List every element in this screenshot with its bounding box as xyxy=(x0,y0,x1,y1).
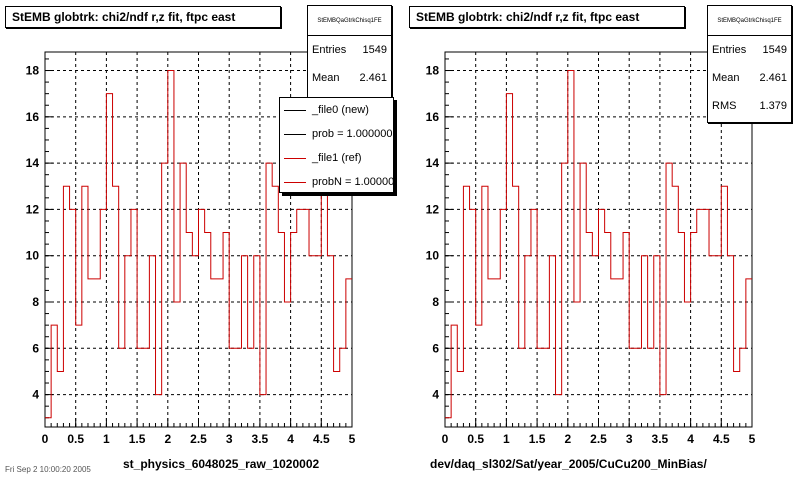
x-tick-label: 0.5 xyxy=(67,432,84,446)
histogram-plot-right: 4 6 8 10 12 14 16 18 0 0.5 1 1.5 2 2.5 3 3.5 4 4.5 5 xyxy=(426,51,756,446)
stats-mean-row: Mean 2.461 xyxy=(308,64,391,92)
legend-entry-file1: _file1 (ref) xyxy=(280,146,362,170)
y-tick-label: 16 xyxy=(26,110,40,124)
stats-histogram-name: StEMBQaGtrkChisq1FE xyxy=(308,6,391,36)
stats-entries-row: Entries 1549 xyxy=(708,36,791,64)
legend-line-black xyxy=(284,109,306,111)
histogram-series-line xyxy=(45,70,352,419)
y-tick-label: 4 xyxy=(432,388,439,402)
histogram-title: StEMB globtrk: chi2/ndf r,z fit, ftpc ea… xyxy=(5,6,281,28)
histogram-series-line xyxy=(445,70,752,419)
legend-label: prob = 1.000000 xyxy=(312,128,393,140)
stats-entries-label: Entries xyxy=(312,44,347,56)
y-tick-label: 10 xyxy=(426,249,440,263)
x-tick-label: 3.5 xyxy=(652,432,669,446)
y-tick-label: 4 xyxy=(32,388,39,402)
x-tick-label: 1.5 xyxy=(129,432,146,446)
stats-mean-row: Mean 2.461 xyxy=(708,64,791,92)
y-tick-label: 14 xyxy=(26,156,40,170)
y-tick-label: 14 xyxy=(426,156,440,170)
y-tick-label: 18 xyxy=(26,64,40,78)
stats-box: StEMBQaGtrkChisq1FE Entries 1549 Mean 2.… xyxy=(707,5,792,123)
stats-entries-label: Entries xyxy=(712,44,747,56)
x-tick-label: 3 xyxy=(626,432,633,446)
x-tick-label: 4 xyxy=(287,432,294,446)
y-tick-label: 16 xyxy=(426,110,440,124)
y-tick-label: 10 xyxy=(26,249,40,263)
x-tick-label: 3 xyxy=(226,432,233,446)
stats-mean-value: 2.461 xyxy=(759,72,787,84)
stats-mean-value: 2.461 xyxy=(359,72,387,84)
x-tick-label: 5 xyxy=(749,432,756,446)
stats-mean-label: Mean xyxy=(712,72,740,84)
histogram-plot-left: 4 6 8 10 12 14 16 18 0 0.5 1 1.5 2 2.5 3 3.5 4 4.5 5 xyxy=(26,51,356,446)
x-tick-label: 1 xyxy=(503,432,510,446)
x-axis-title: dev/daq_sl302/Sat/year_2005/CuCu200_MinB… xyxy=(430,457,707,471)
histogram-title: StEMB globtrk: chi2/ndf r,z fit, ftpc ea… xyxy=(409,6,685,28)
stats-histogram-name: StEMBQaGtrkChisq1FE xyxy=(708,6,791,36)
legend-entry-probn: probN = 1.000000 xyxy=(280,170,394,192)
x-tick-label: 2.5 xyxy=(590,432,607,446)
x-tick-label: 2 xyxy=(164,432,171,446)
stats-entries-value: 1549 xyxy=(762,44,787,56)
x-tick-label: 4 xyxy=(687,432,694,446)
y-tick-label: 8 xyxy=(432,295,439,309)
legend-label: _file0 (new) xyxy=(312,104,369,116)
x-tick-label: 0.5 xyxy=(467,432,484,446)
histogram-pad-left: 4 6 8 10 12 14 16 18 0 0.5 1 1.5 2 2.5 3 3.5 4 4.5 5 StEMB… xyxy=(0,0,400,471)
y-tick-label: 6 xyxy=(432,341,439,355)
x-tick-label: 0 xyxy=(42,432,49,446)
histogram-pad-right: 4 6 8 10 12 14 16 18 0 0.5 1 1.5 2 2.5 3 3.5 4 4.5 5 StEMB… xyxy=(400,0,800,471)
y-tick-label: 8 xyxy=(32,295,39,309)
x-tick-label: 4.5 xyxy=(313,432,330,446)
y-tick-label: 6 xyxy=(32,341,39,355)
x-tick-label: 1 xyxy=(103,432,110,446)
x-tick-label: 3.5 xyxy=(252,432,269,446)
stats-entries-value: 1549 xyxy=(362,44,387,56)
x-tick-label: 4.5 xyxy=(713,432,730,446)
stats-rms-label: RMS xyxy=(712,100,737,112)
y-tick-label: 18 xyxy=(426,64,440,78)
x-tick-label: 5 xyxy=(349,432,356,446)
legend-label: _file1 (ref) xyxy=(312,152,362,164)
legend-label: probN = 1.000000 xyxy=(312,176,394,188)
legend: _file0 (new) prob = 1.000000 _file1 (ref… xyxy=(279,97,394,193)
x-axis-title: st_physics_6048025_raw_1020002 xyxy=(123,457,320,471)
stats-rms-value: 1.379 xyxy=(759,100,787,112)
stats-rms-row: RMS 1.379 xyxy=(708,92,791,120)
x-tick-label: 1.5 xyxy=(529,432,546,446)
stats-entries-row: Entries 1549 xyxy=(308,36,391,64)
legend-line-black xyxy=(284,133,306,135)
y-tick-label: 12 xyxy=(426,202,440,216)
legend-entry-file0: _file0 (new) xyxy=(280,98,369,122)
footer-timestamp: Fri Sep 2 10:00:20 2005 xyxy=(5,465,91,474)
x-tick-label: 2 xyxy=(564,432,571,446)
stats-mean-label: Mean xyxy=(312,72,340,84)
legend-line-red xyxy=(284,157,306,159)
y-tick-label: 12 xyxy=(26,202,40,216)
x-tick-label: 2.5 xyxy=(190,432,207,446)
legend-line-red xyxy=(284,181,306,183)
legend-entry-prob: prob = 1.000000 xyxy=(280,122,392,146)
x-tick-label: 0 xyxy=(442,432,449,446)
